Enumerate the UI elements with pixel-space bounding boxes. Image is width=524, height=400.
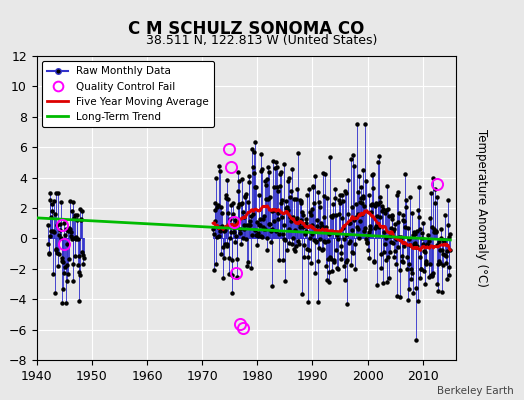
Legend: Raw Monthly Data, Quality Control Fail, Five Year Moving Average, Long-Term Tren: Raw Monthly Data, Quality Control Fail, … [42, 61, 214, 127]
Title: C M SCHULZ SONOMA CO: C M SCHULZ SONOMA CO [128, 20, 365, 38]
Text: Berkeley Earth: Berkeley Earth [437, 386, 514, 396]
Y-axis label: Temperature Anomaly (°C): Temperature Anomaly (°C) [475, 129, 488, 287]
Text: 38.511 N, 122.813 W (United States): 38.511 N, 122.813 W (United States) [146, 34, 378, 47]
